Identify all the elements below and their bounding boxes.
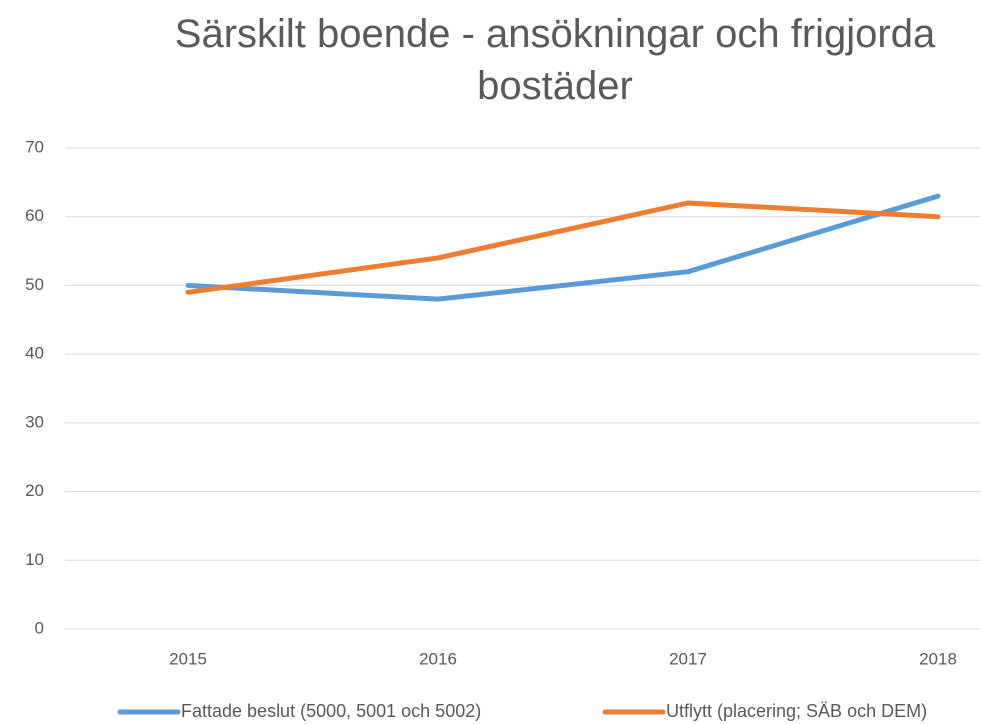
y-tick-label: 10 <box>25 550 44 569</box>
chart-title: Särskilt boende - ansökningar och frigjo… <box>174 12 936 108</box>
y-tick-label: 0 <box>35 618 44 637</box>
x-tick-label: 2018 <box>919 649 957 668</box>
series-line <box>185 200 941 295</box>
y-tick-label: 20 <box>25 481 44 500</box>
x-tick-label: 2016 <box>419 649 457 668</box>
x-tick-label: 2017 <box>669 649 707 668</box>
y-tick-label: 50 <box>25 275 44 294</box>
legend-label: Utflytt (placering; SÄB och DEM) <box>666 701 927 721</box>
y-tick-label: 30 <box>25 412 44 431</box>
y-tick-label: 40 <box>25 344 44 363</box>
y-tick-label: 60 <box>25 206 44 225</box>
series-line <box>185 193 941 302</box>
legend-label: Fattade beslut (5000, 5001 och 5002) <box>181 701 481 721</box>
y-tick-label: 70 <box>25 137 44 156</box>
x-tick-label: 2015 <box>169 649 207 668</box>
